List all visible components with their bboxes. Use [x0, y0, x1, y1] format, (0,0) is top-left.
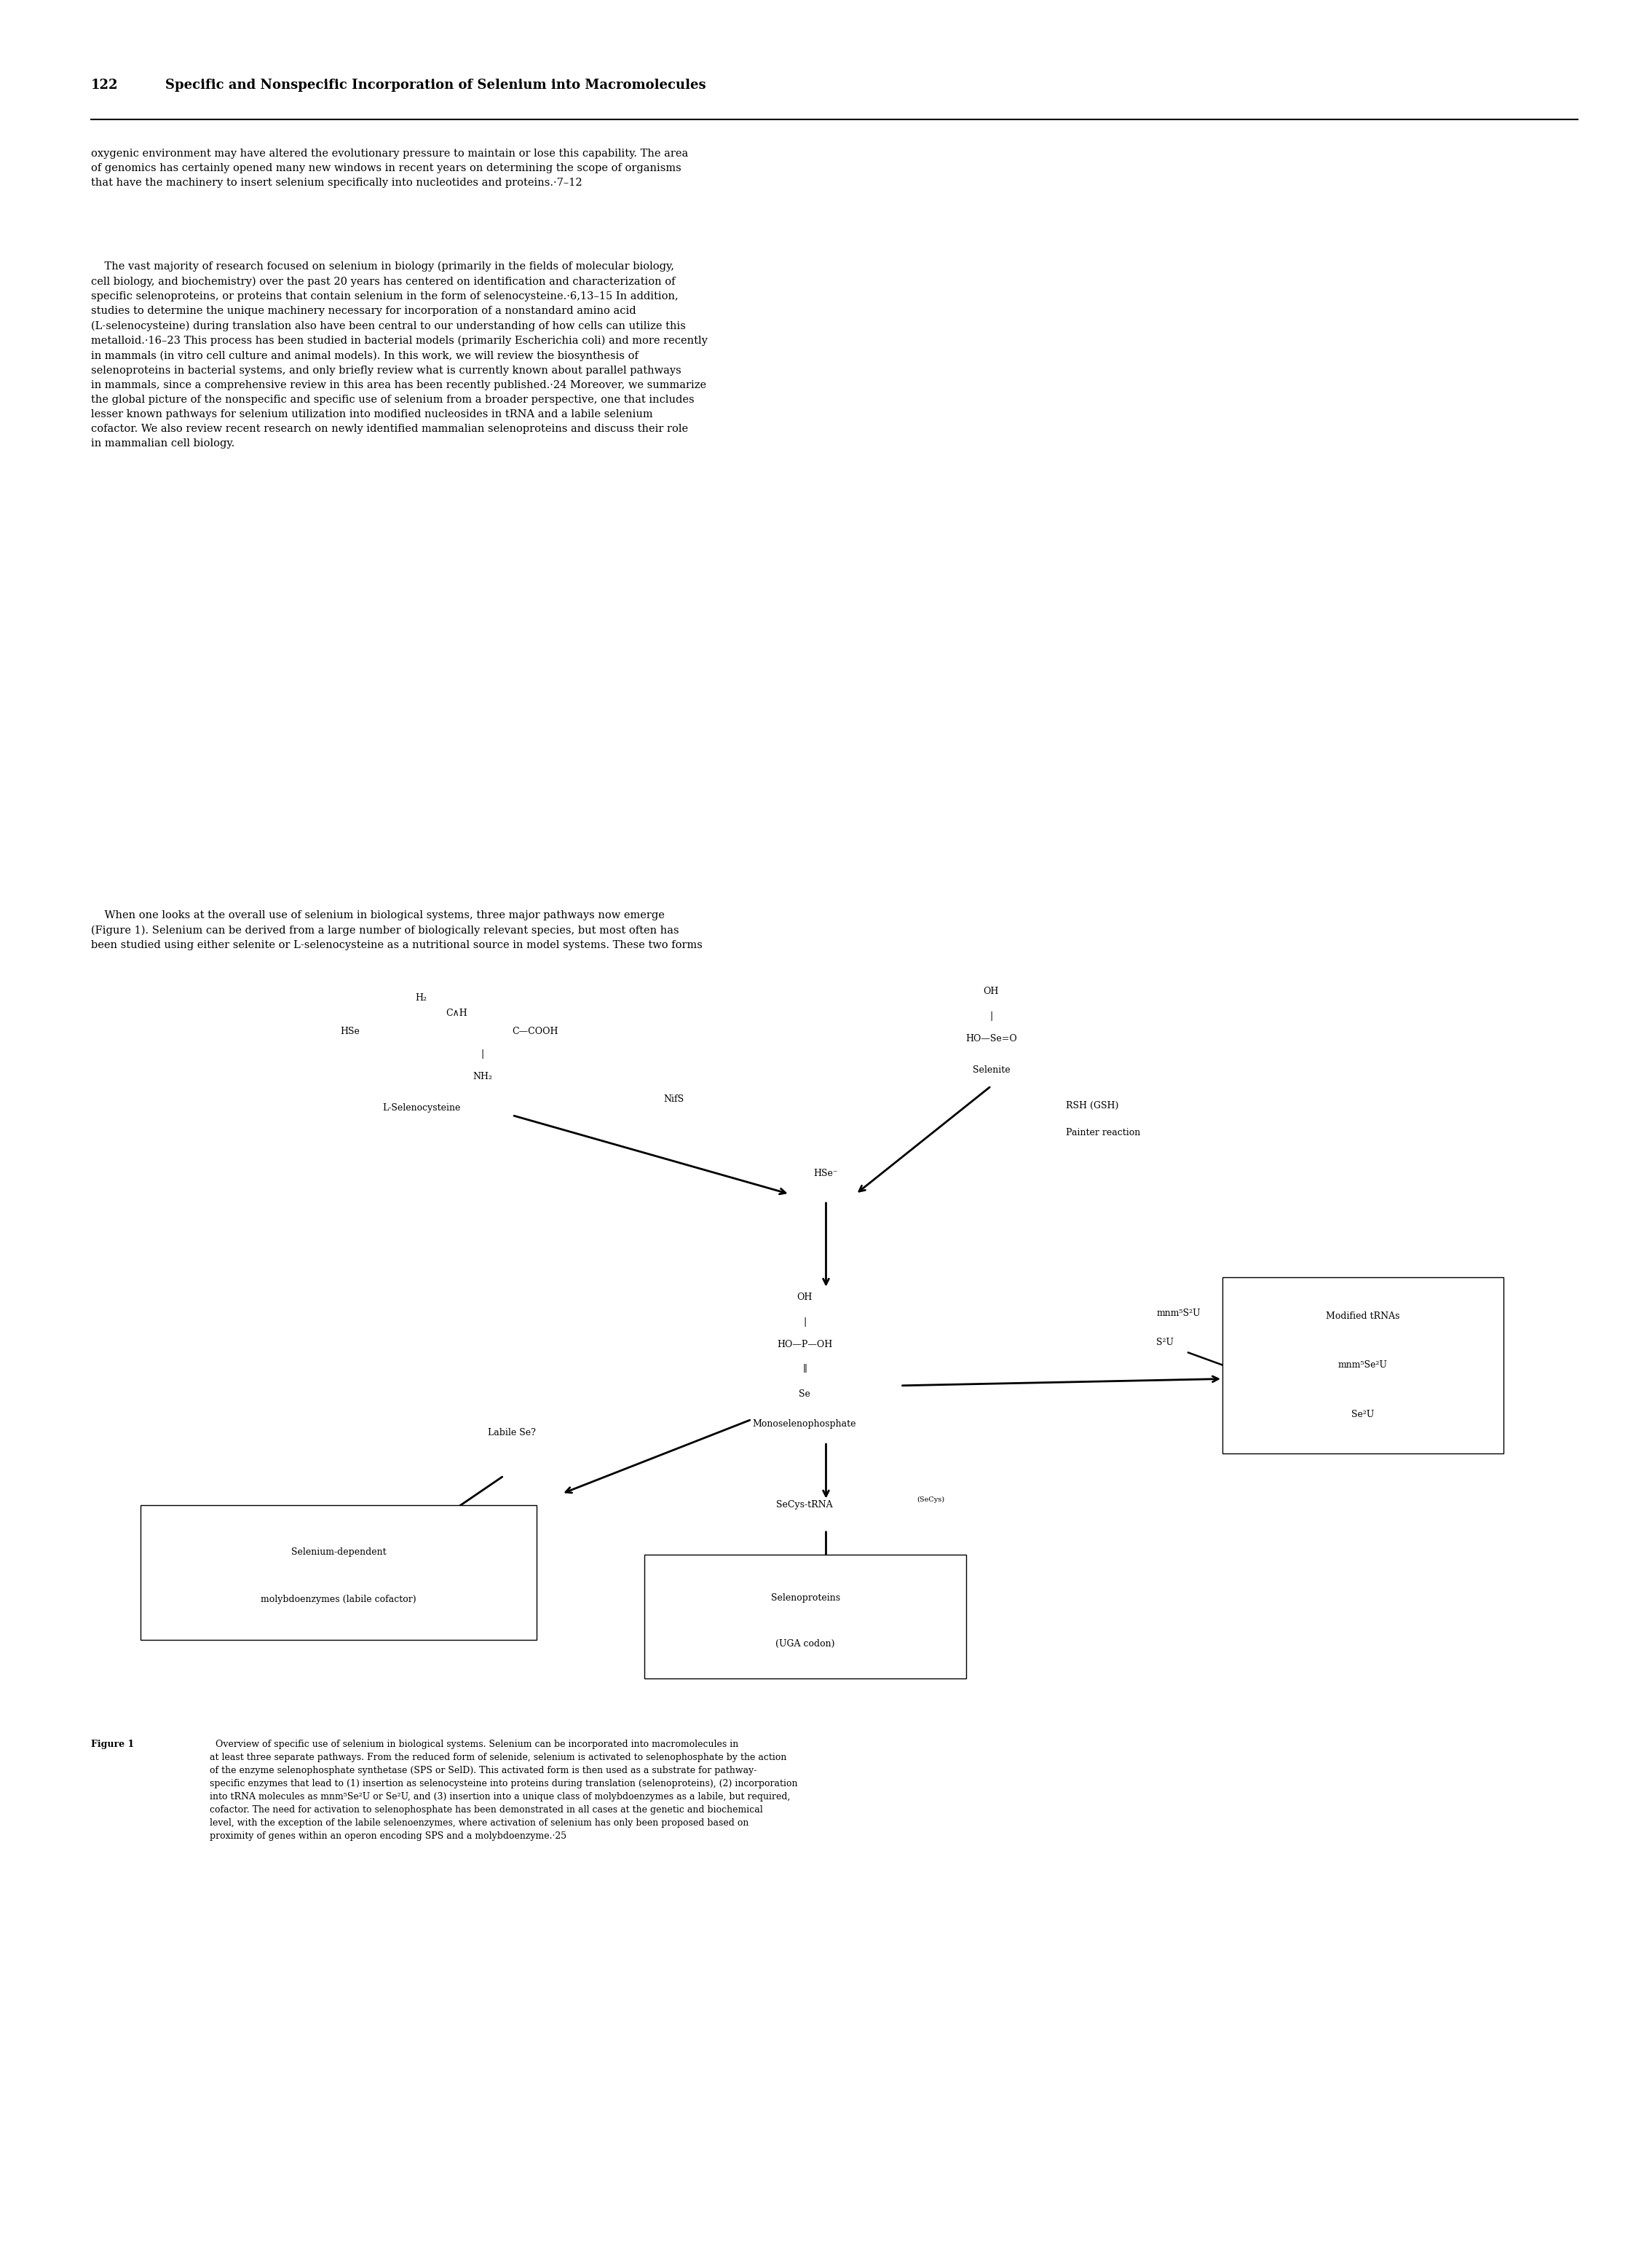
- Text: Overview of specific use of selenium in biological systems. Selenium can be inco: Overview of specific use of selenium in …: [210, 1739, 798, 1841]
- Text: (UGA codon): (UGA codon): [776, 1638, 834, 1649]
- Bar: [1222, 1277, 1503, 1453]
- Text: Se²U: Se²U: [1351, 1410, 1374, 1419]
- Text: Monoselenophosphate: Monoselenophosphate: [753, 1419, 856, 1428]
- Text: 122: 122: [91, 79, 119, 92]
- Text: OH: OH: [796, 1293, 813, 1302]
- Text: C—COOH: C—COOH: [512, 1027, 558, 1036]
- Text: oxygenic environment may have altered the evolutionary pressure to maintain or l: oxygenic environment may have altered th…: [91, 149, 689, 187]
- Text: ∥: ∥: [803, 1365, 806, 1374]
- Text: The vast majority of research focused on selenium in biology (primarily in the f: The vast majority of research focused on…: [91, 261, 707, 448]
- Text: Selenoproteins: Selenoproteins: [771, 1593, 839, 1602]
- Text: SeCys-tRNA: SeCys-tRNA: [776, 1500, 833, 1510]
- Text: Specific and Nonspecific Incorporation of Selenium into Macromolecules: Specific and Nonspecific Incorporation o…: [165, 79, 705, 92]
- Text: |: |: [481, 1050, 484, 1059]
- Text: Se: Se: [800, 1390, 809, 1399]
- Text: mnm⁵S²U: mnm⁵S²U: [1156, 1309, 1201, 1318]
- Text: Figure 1: Figure 1: [91, 1739, 134, 1748]
- Text: Painter reaction: Painter reaction: [1066, 1129, 1140, 1138]
- Text: HO—Se=O: HO—Se=O: [965, 1034, 1018, 1043]
- Text: Selenium-dependent: Selenium-dependent: [291, 1548, 387, 1557]
- Text: |: |: [990, 1012, 993, 1021]
- Text: S²U: S²U: [1156, 1338, 1175, 1347]
- Text: HO—P—OH: HO—P—OH: [776, 1341, 833, 1350]
- Text: C∧H: C∧H: [446, 1009, 468, 1018]
- Text: Selenite: Selenite: [973, 1066, 1009, 1075]
- Text: HSe: HSe: [340, 1027, 360, 1036]
- Text: OH: OH: [983, 987, 999, 996]
- Text: NifS: NifS: [664, 1095, 684, 1104]
- Text: NH₂: NH₂: [472, 1072, 492, 1081]
- Text: Modified tRNAs: Modified tRNAs: [1327, 1311, 1399, 1320]
- Text: RSH (GSH): RSH (GSH): [1066, 1102, 1118, 1111]
- Text: molybdoenzymes (labile cofactor): molybdoenzymes (labile cofactor): [261, 1595, 416, 1604]
- Text: HSe⁻: HSe⁻: [814, 1169, 838, 1178]
- Text: |: |: [803, 1318, 806, 1327]
- Text: Labile Se?: Labile Se?: [487, 1428, 537, 1437]
- Bar: [140, 1505, 537, 1640]
- Bar: [644, 1555, 966, 1678]
- Text: (SeCys): (SeCys): [917, 1496, 945, 1503]
- Text: When one looks at the overall use of selenium in biological systems, three major: When one looks at the overall use of sel…: [91, 910, 702, 951]
- Text: mnm⁵Se²U: mnm⁵Se²U: [1338, 1361, 1388, 1370]
- Text: H₂: H₂: [415, 994, 428, 1003]
- Text: L-Selenocysteine: L-Selenocysteine: [382, 1104, 461, 1113]
